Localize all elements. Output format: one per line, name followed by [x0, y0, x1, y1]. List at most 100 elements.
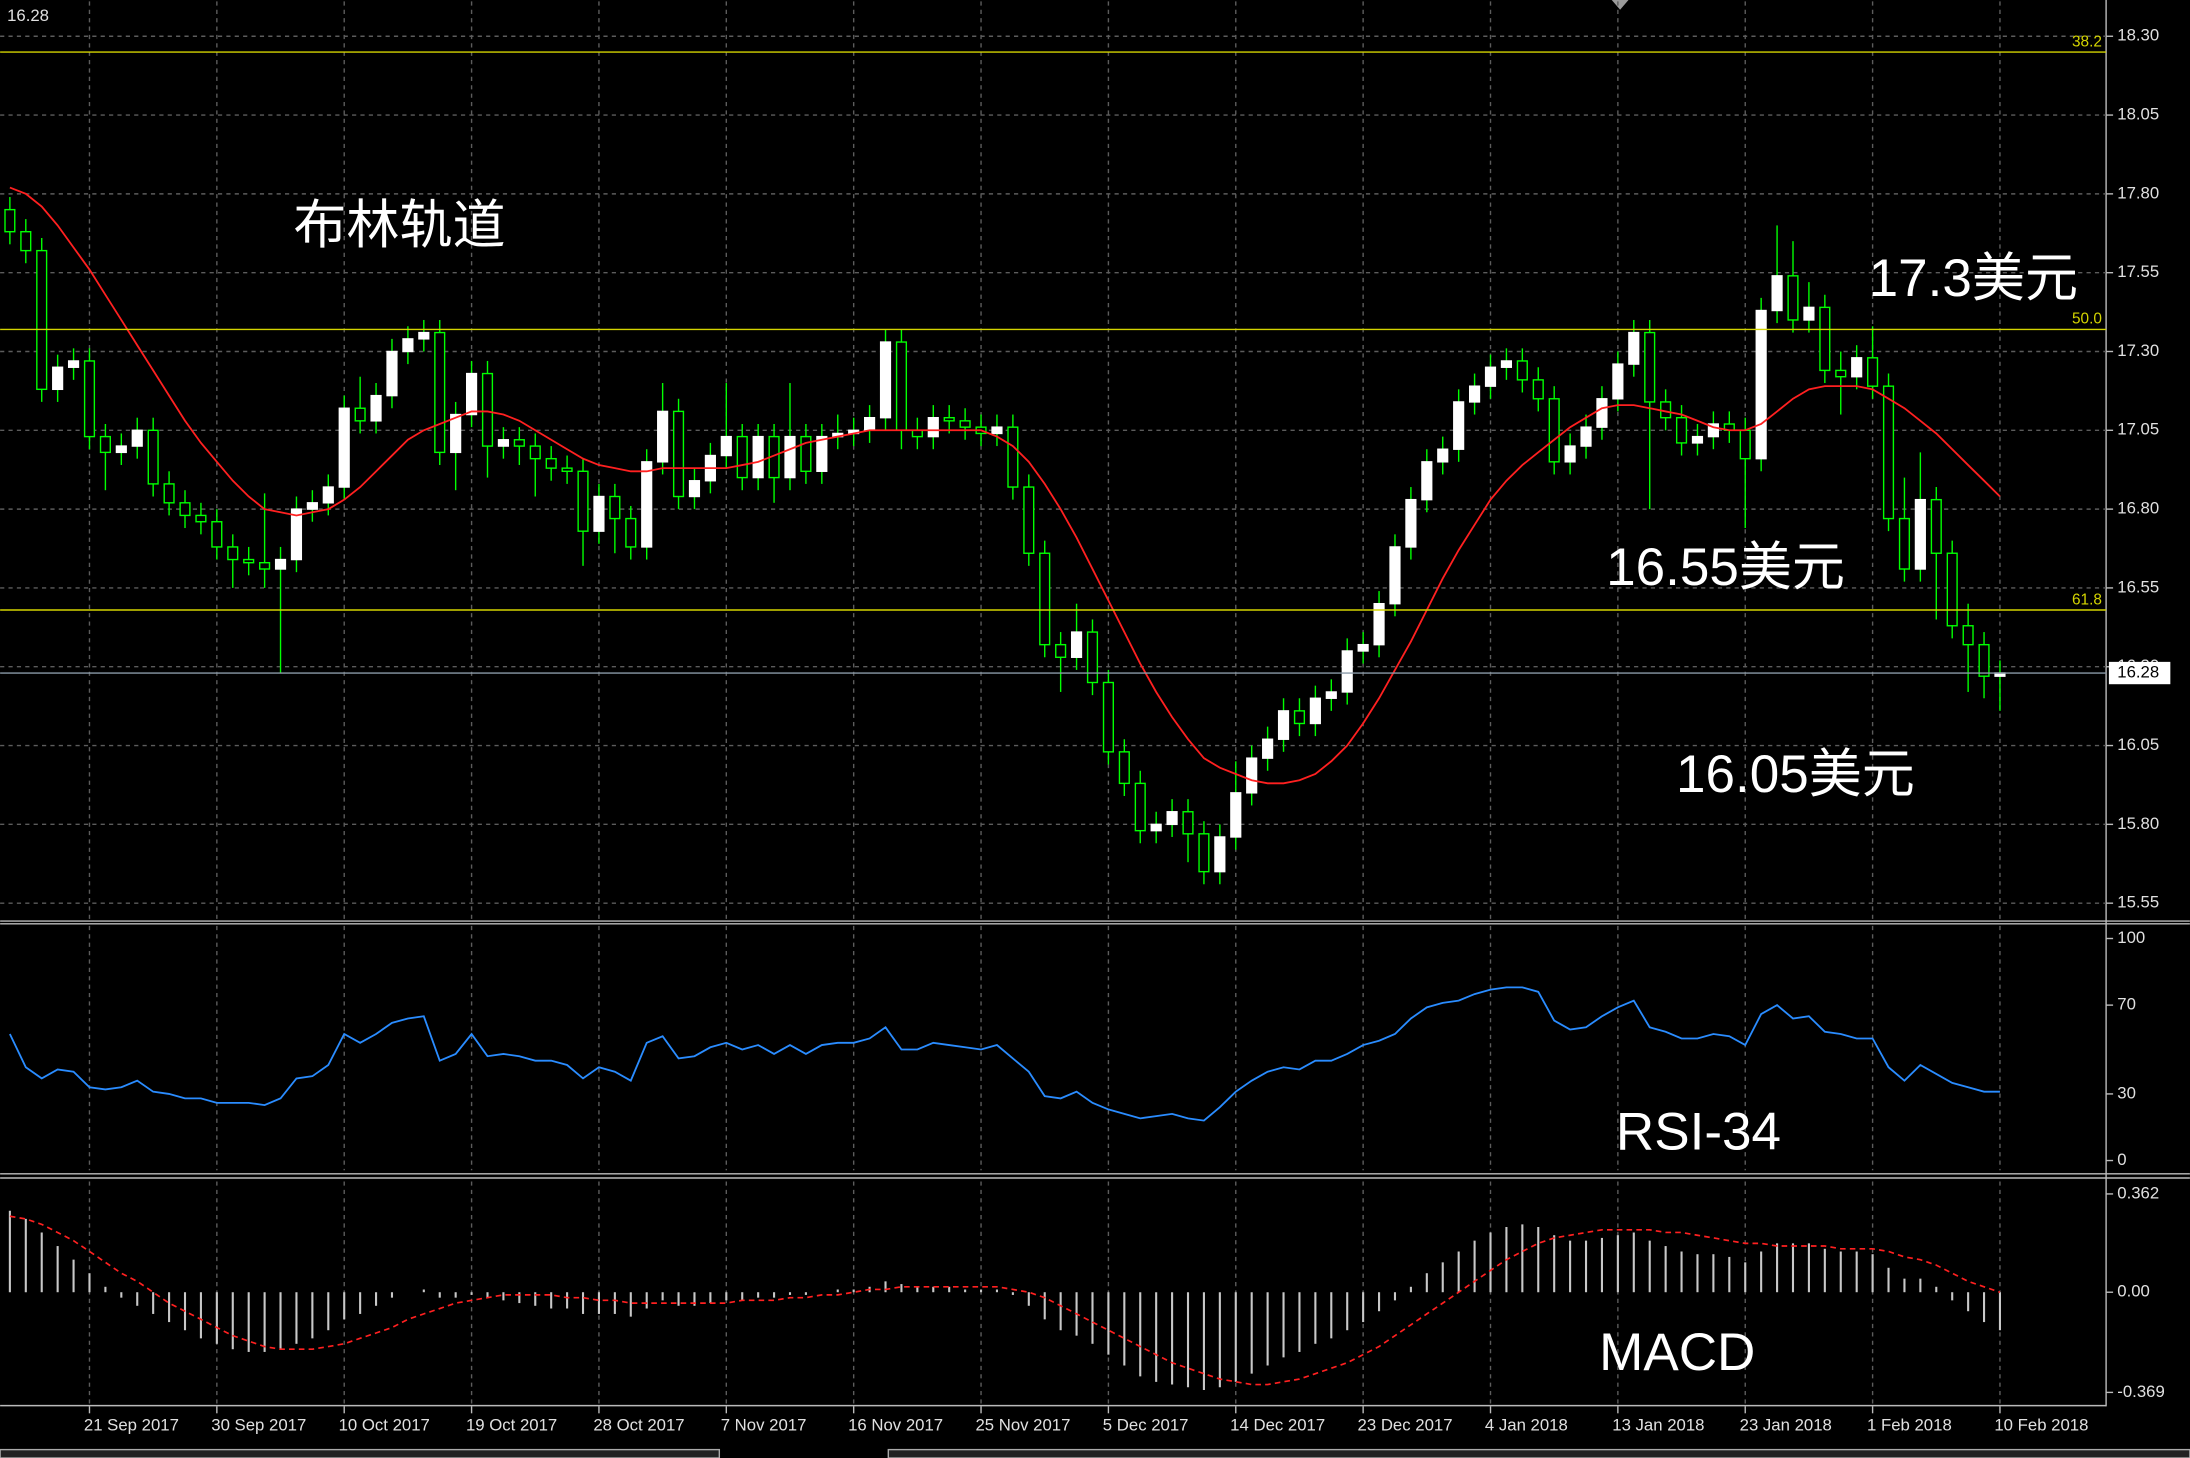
candle-body	[545, 457, 557, 469]
candle-body	[1500, 360, 1513, 368]
x-tick-label: 7 Nov 2017	[721, 1415, 807, 1434]
candle-body	[688, 480, 701, 498]
candle-body	[211, 521, 223, 548]
y-tick-label: 16.80	[2117, 499, 2159, 518]
candle-body	[1930, 498, 1942, 554]
candle-body	[1548, 398, 1560, 463]
scroll-bar	[0, 1448, 721, 1458]
candle-body	[370, 394, 382, 422]
candle-body	[959, 420, 971, 428]
candle-body	[784, 435, 796, 479]
candle-body	[290, 508, 303, 561]
candle-body	[657, 410, 669, 463]
candle-body	[227, 546, 239, 561]
candle-body	[1898, 517, 1911, 570]
candle-body	[1102, 681, 1114, 753]
candle-body	[1118, 751, 1130, 785]
candle-body	[1198, 833, 1210, 873]
panel-label: RSI-34	[1616, 1102, 1781, 1161]
candle-body	[1914, 498, 1926, 570]
y-tick-label: 18.30	[2117, 26, 2159, 45]
candle-body	[147, 429, 159, 485]
candle-body	[1134, 782, 1146, 832]
candle-body	[195, 514, 207, 523]
x-tick-label: 1 Feb 2018	[1867, 1415, 1952, 1434]
candle-body	[1166, 811, 1178, 826]
candle-body	[1453, 401, 1465, 450]
annotation: 16.05美元	[1676, 745, 1915, 804]
candle-body	[513, 439, 525, 447]
candle-body	[625, 517, 637, 548]
candle-body	[1293, 710, 1306, 725]
candle-body	[1691, 435, 1704, 444]
candle-body	[879, 341, 892, 419]
candle-body	[1023, 486, 1035, 554]
candle-body	[1373, 602, 1385, 646]
candle-body	[1007, 426, 1019, 488]
candle-body	[1182, 811, 1194, 835]
scroll-bar	[887, 1448, 2190, 1458]
candle-body	[1882, 385, 1895, 520]
candle-body	[1055, 643, 1067, 658]
candle-body	[322, 486, 334, 504]
candle-body	[36, 249, 48, 391]
candle-body	[609, 495, 621, 520]
y-tick-label: 0.00	[2117, 1282, 2150, 1301]
x-tick-label: 5 Dec 2017	[1103, 1415, 1189, 1434]
candle-body	[1644, 331, 1656, 403]
candle-body	[1468, 385, 1481, 403]
candle-body	[720, 435, 732, 457]
candle-body	[497, 439, 510, 447]
ma-line	[9, 186, 2001, 785]
y-tick-label: 16.55	[2117, 577, 2159, 596]
candle-body	[864, 416, 876, 432]
y-tick-label: 17.55	[2117, 262, 2159, 281]
y-tick-label: 18.05	[2117, 104, 2159, 123]
candle-body	[1867, 357, 1879, 387]
candle-body	[52, 366, 64, 391]
candle-body	[1803, 306, 1815, 321]
x-tick-label: 13 Jan 2018	[1612, 1415, 1704, 1434]
candle-body	[529, 445, 541, 460]
candle-body	[1277, 710, 1290, 740]
candle-body	[306, 502, 318, 510]
candle-body	[1214, 836, 1226, 873]
candle-body	[1755, 309, 1767, 460]
annotation: 16.55美元	[1606, 538, 1845, 597]
current-price-label: 16.28	[7, 6, 49, 25]
candle-body	[816, 435, 828, 472]
annotation: 布林轨道	[293, 196, 505, 255]
price-tag	[2108, 661, 2171, 685]
candle-body	[911, 429, 923, 438]
candle-body	[1596, 398, 1608, 428]
candle-body	[1962, 625, 1974, 646]
x-tick-label: 23 Jan 2018	[1740, 1415, 1832, 1434]
candle-body	[1039, 552, 1051, 646]
candle-body	[1739, 429, 1751, 460]
candle-body	[1946, 552, 1958, 627]
candle-body	[1262, 738, 1274, 759]
candle-body	[1309, 697, 1321, 725]
candle-body	[1246, 757, 1258, 794]
candle-body	[481, 372, 494, 447]
candle-body	[259, 562, 271, 570]
candle-body	[1150, 823, 1162, 832]
candle-body	[1771, 275, 1783, 312]
signal-line	[9, 1215, 2001, 1386]
y-tick-label: 30	[2117, 1083, 2136, 1102]
fib-label: 38.2	[2072, 33, 2102, 50]
candle-body	[991, 426, 1003, 435]
candle-body	[561, 467, 573, 472]
candle-body	[20, 231, 32, 252]
candle-body	[593, 495, 605, 532]
candle-body	[1851, 357, 1863, 378]
candle-body	[434, 331, 446, 454]
candle-body	[752, 435, 764, 479]
fib-label: 61.8	[2072, 591, 2102, 608]
candle-body	[1484, 366, 1497, 387]
candle-body	[131, 429, 143, 447]
x-tick-label: 28 Oct 2017	[593, 1415, 684, 1434]
candle-body	[672, 410, 685, 498]
